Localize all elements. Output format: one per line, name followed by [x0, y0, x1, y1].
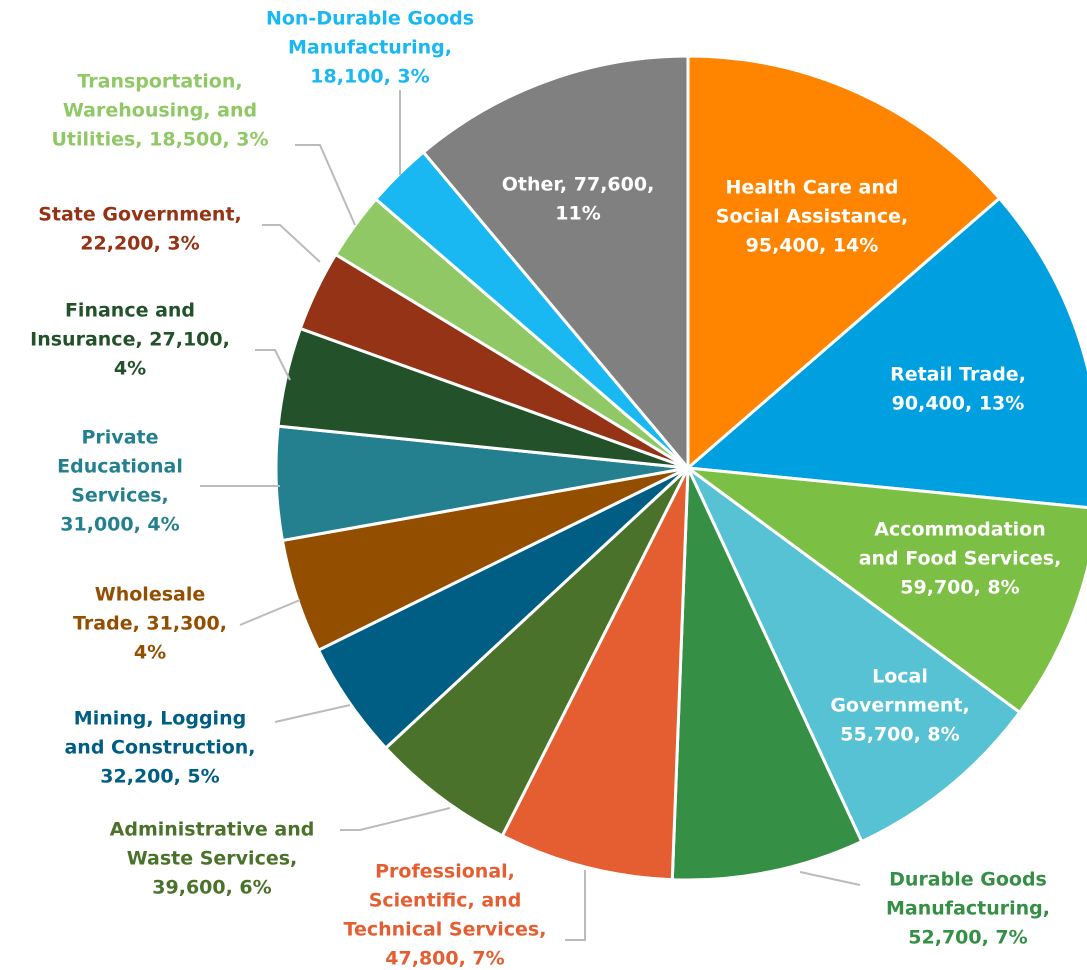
slice-label: Social Assistance,: [716, 206, 908, 228]
slice-label: Professional,: [375, 861, 515, 883]
slice-label: 31,000, 4%: [60, 514, 179, 536]
pie-slice: [421, 54, 690, 473]
slice-label: Administrative and: [110, 819, 315, 841]
slice-label: Durable Goods: [889, 869, 1047, 891]
slice-label: Services,: [71, 485, 169, 507]
pie-slice: [684, 196, 1087, 509]
pie-slice: [500, 467, 690, 882]
slice-label: Waste Services,: [127, 848, 298, 870]
slice-label: Manufacturing,: [288, 37, 452, 59]
pie-slice: [670, 467, 864, 882]
slice-label: Private: [82, 427, 159, 449]
slice-label: 4%: [134, 642, 166, 664]
pie-slice: [682, 465, 1087, 715]
slice-label: Finance and: [65, 300, 195, 322]
slice-label: Utilities, 18,500, 3%: [51, 129, 268, 151]
slice-label: Health Care and: [726, 177, 899, 199]
pie-slice: [686, 466, 1022, 844]
slice-label: 18,100, 3%: [310, 66, 429, 88]
slice-label: and Food Services,: [859, 548, 1062, 570]
leader-line: [295, 144, 356, 226]
leader-line: [799, 871, 861, 886]
slice-label: Local: [872, 666, 928, 688]
slice-label: Technical Services,: [344, 919, 547, 941]
slice-label: Trade, 31,300,: [73, 613, 227, 635]
slice-label: 22,200, 3%: [80, 233, 199, 255]
slice-label: 55,700, 8%: [840, 724, 959, 746]
slice-label: Other, 77,600,: [502, 174, 655, 196]
slice-label: Warehousing, and: [63, 100, 257, 122]
slice-label: Educational: [57, 456, 183, 478]
slice-label: 39,600, 6%: [152, 877, 271, 899]
slice-label: 52,700, 7%: [908, 927, 1027, 949]
slice-label: 11%: [555, 203, 600, 225]
slice-label: 59,700, 8%: [900, 577, 1019, 599]
slice-label: State Government,: [38, 204, 242, 226]
slice-label: Transportation,: [77, 71, 242, 93]
slice-label: 47,800, 7%: [385, 948, 504, 970]
slice-label: 95,400, 14%: [746, 235, 879, 257]
leader-line: [274, 704, 351, 723]
leader-line: [239, 599, 301, 626]
slice-label: Non-Durable Goods: [266, 8, 474, 30]
pie-slice: [686, 54, 1002, 472]
slice-label: Insurance, 27,100,: [30, 329, 230, 351]
slice-label: Manufacturing,: [886, 898, 1050, 920]
slice-label: and Construction,: [64, 737, 255, 759]
slice-label: 90,400, 13%: [892, 393, 1025, 415]
slice-label: 32,200, 5%: [100, 766, 219, 788]
slice-label: Retail Trade,: [890, 364, 1026, 386]
slice-label: Accommodation: [874, 519, 1046, 541]
leader-line: [255, 349, 291, 381]
pie-slice: [383, 466, 690, 838]
slice-label: Wholesale: [95, 584, 205, 606]
leader-line: [565, 870, 586, 941]
slice-label: Mining, Logging: [74, 708, 246, 730]
slice-label: Scientific, and: [369, 890, 522, 912]
leader-line: [340, 807, 451, 831]
leader-line: [262, 224, 321, 263]
slice-label: Government,: [830, 695, 969, 717]
slice-label: 4%: [114, 358, 146, 380]
